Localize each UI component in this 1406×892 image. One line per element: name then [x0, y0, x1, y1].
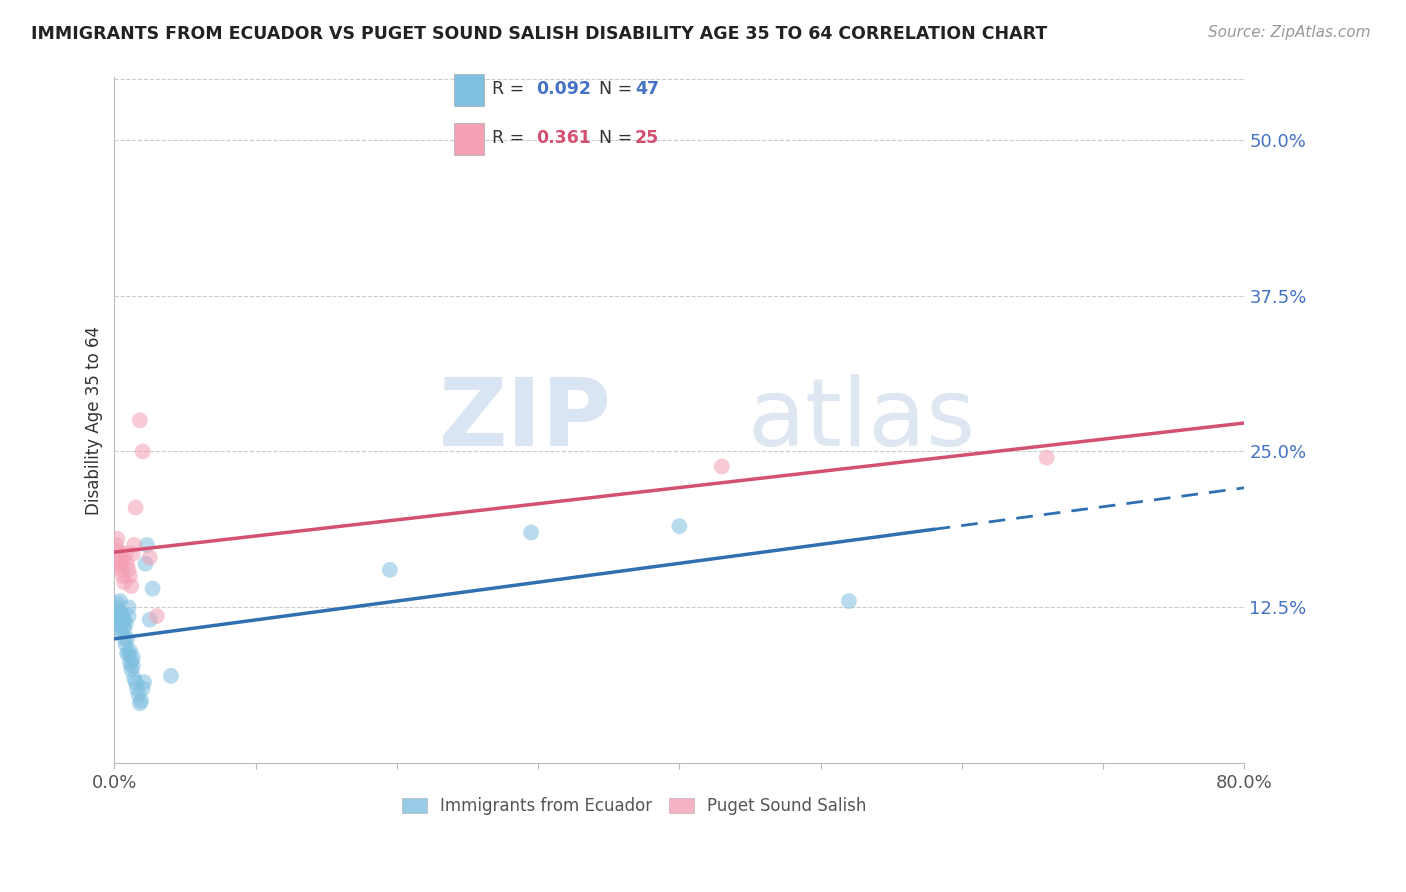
Text: 25: 25 — [636, 129, 659, 147]
Point — [110, 613, 132, 627]
Point — [838, 594, 860, 608]
Text: R =: R = — [492, 129, 530, 147]
Point — [104, 600, 127, 615]
Text: 47: 47 — [636, 80, 659, 98]
Point — [117, 647, 139, 661]
Legend: Immigrants from Ecuador, Puget Sound Salish: Immigrants from Ecuador, Puget Sound Sal… — [394, 789, 875, 823]
Point — [146, 609, 169, 624]
Point — [132, 675, 155, 690]
Point — [114, 638, 136, 652]
Text: IMMIGRANTS FROM ECUADOR VS PUGET SOUND SALISH DISABILITY AGE 35 TO 64 CORRELATIO: IMMIGRANTS FROM ECUADOR VS PUGET SOUND S… — [31, 25, 1047, 43]
Point — [112, 632, 135, 646]
Point — [111, 609, 134, 624]
Point — [105, 613, 128, 627]
Point — [131, 681, 153, 696]
Point — [105, 597, 128, 611]
FancyBboxPatch shape — [454, 74, 484, 105]
Point — [124, 500, 146, 515]
Point — [115, 647, 138, 661]
Point — [108, 550, 131, 565]
Point — [110, 547, 132, 561]
Point — [115, 557, 138, 571]
Point — [520, 525, 543, 540]
Point — [108, 622, 131, 636]
Y-axis label: Disability Age 35 to 64: Disability Age 35 to 64 — [86, 326, 103, 515]
Text: R =: R = — [492, 80, 530, 98]
Point — [117, 600, 139, 615]
Point — [118, 644, 141, 658]
Point — [135, 538, 157, 552]
Point — [122, 671, 145, 685]
Point — [129, 694, 152, 708]
Text: 0.092: 0.092 — [536, 80, 591, 98]
Point — [134, 557, 156, 571]
Point — [710, 459, 733, 474]
Point — [114, 616, 136, 631]
FancyBboxPatch shape — [454, 123, 484, 155]
Point — [115, 632, 138, 646]
Point — [122, 538, 145, 552]
Point — [118, 657, 141, 671]
Point — [107, 557, 129, 571]
Point — [107, 604, 129, 618]
Point — [110, 625, 132, 640]
Point — [112, 575, 135, 590]
Point — [128, 413, 150, 427]
Point — [108, 594, 131, 608]
Point — [111, 616, 134, 631]
Point — [118, 569, 141, 583]
Point — [120, 579, 142, 593]
Point — [121, 659, 143, 673]
Point — [138, 613, 160, 627]
Point — [120, 663, 142, 677]
Point — [110, 563, 132, 577]
Point — [110, 607, 132, 621]
Text: N =: N = — [599, 80, 638, 98]
Point — [138, 550, 160, 565]
Text: ZIP: ZIP — [439, 375, 612, 467]
Point — [111, 569, 134, 583]
Point — [127, 688, 149, 702]
Text: N =: N = — [599, 129, 638, 147]
Text: 0.361: 0.361 — [536, 129, 591, 147]
Point — [117, 563, 139, 577]
Point — [104, 609, 127, 624]
Point — [105, 532, 128, 546]
Point — [1035, 450, 1057, 465]
Point — [668, 519, 690, 533]
Point — [108, 559, 131, 574]
Point — [112, 613, 135, 627]
Point — [107, 619, 129, 633]
Point — [125, 681, 148, 696]
Point — [121, 650, 143, 665]
Text: atlas: atlas — [747, 375, 976, 467]
Point — [124, 675, 146, 690]
Point — [128, 696, 150, 710]
Point — [112, 622, 135, 636]
Point — [117, 609, 139, 624]
Point — [108, 609, 131, 624]
Point — [378, 563, 401, 577]
Point — [131, 444, 153, 458]
Point — [160, 669, 183, 683]
Point — [111, 554, 134, 568]
Point — [121, 547, 143, 561]
Point — [104, 538, 127, 552]
Point — [114, 547, 136, 561]
Point — [107, 544, 129, 558]
Text: Source: ZipAtlas.com: Source: ZipAtlas.com — [1208, 25, 1371, 40]
Point — [120, 654, 142, 668]
Point — [141, 582, 163, 596]
